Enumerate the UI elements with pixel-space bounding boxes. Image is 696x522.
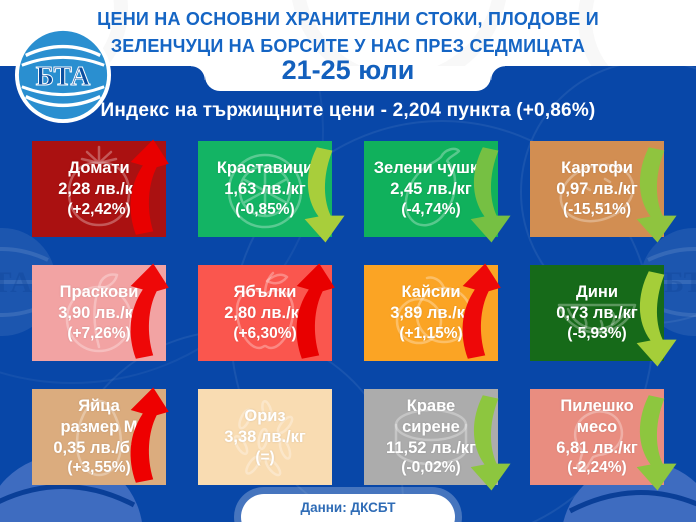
price-cards-grid: Домати 2,28 лв./кг (+2,42%) Краставици 1… [32, 139, 677, 491]
product-change: (=) [255, 449, 275, 467]
trend-arrow-icon [470, 395, 511, 491]
product-name: Картофи [561, 159, 633, 178]
date-tab [191, 66, 505, 91]
product-change: (-5,93%) [567, 325, 627, 343]
price-card: Ябълки 2,80 лв./кг (+6,30%) [198, 263, 335, 361]
trend-arrow-icon [462, 263, 501, 359]
svg-text:БТА: БТА [0, 266, 32, 299]
green-pepper-outline-icon [404, 147, 461, 227]
header [0, 0, 696, 66]
bta-globe-icon: БТА [14, 26, 112, 124]
data-source-text: Данни: ДКСБТ [300, 500, 396, 515]
product-name: Ябълки [233, 283, 297, 302]
tomato-outline-icon [67, 145, 131, 227]
product-name: Краве сирене [402, 397, 460, 436]
product-price: 2,45 лв./кг [390, 180, 472, 199]
trend-arrow-icon [470, 147, 511, 243]
price-card: Зелени чушки 2,45 лв./кг (-4,74%) [364, 141, 511, 243]
product-name: Пилешко месо [560, 397, 634, 436]
potato-outline-icon [559, 163, 635, 223]
trend-arrow-icon [636, 271, 677, 367]
product-change: (-2,24%) [567, 459, 627, 477]
product-change: (+2,42%) [67, 201, 131, 219]
product-price: 3,89 лв./кг [390, 304, 472, 323]
peach-outline-icon [65, 273, 133, 353]
product-price: 3,90 лв./кг [58, 304, 140, 323]
trend-arrow-icon [130, 263, 169, 359]
price-card: Яйца размер М 0,35 лв./бр. (+3,55%) [32, 387, 169, 485]
product-change: (+7,26%) [67, 325, 131, 343]
price-card: Кайсии 3,89 лв./кг (+1,15%) [364, 263, 501, 361]
product-price: 2,28 лв./кг [58, 180, 140, 199]
svg-text:БТА: БТА [664, 266, 696, 299]
watermelon-slice-outline-icon [557, 303, 637, 334]
trend-arrow-icon [636, 147, 677, 243]
product-price: 1,63 лв./кг [224, 180, 306, 199]
product-price: 0,97 лв./кг [556, 180, 638, 199]
trend-arrow-icon [304, 147, 345, 243]
data-source-pill: Данни: ДКСБТ [241, 494, 455, 522]
egg-outline-icon [75, 399, 123, 477]
price-card: Праскови 3,90 лв./кг (+7,26%) [32, 263, 169, 361]
product-price: 0,35 лв./бр. [53, 438, 145, 457]
bta-logo: БТА [14, 26, 112, 124]
product-price: 6,81 лв./кг [556, 438, 638, 457]
product-change: (+1,15%) [399, 325, 463, 343]
product-change: (+3,55%) [67, 459, 131, 477]
price-card: Краставици 1,63 лв./кг (-0,85%) [198, 141, 345, 243]
apple-outline-icon [235, 271, 295, 350]
trend-arrow-icon [636, 395, 677, 491]
trend-arrow-icon [130, 139, 169, 235]
product-name: Дини [575, 283, 618, 302]
product-change: (+6,30%) [233, 325, 297, 343]
product-name: Кайсии [401, 283, 461, 302]
cucumber-slice-outline-icon [227, 153, 303, 229]
page-title-line2: ЗЕЛЕНЧУЦИ НА БОРСИТЕ У НАС ПРЕЗ СЕДМИЦАТ… [110, 36, 586, 56]
cheese-wheel-outline-icon [394, 408, 468, 466]
price-card: Пилешко месо 6,81 лв./кг (-2,24%) [530, 389, 677, 491]
product-name: Домати [68, 159, 130, 178]
product-name: Яйца размер М [60, 397, 138, 436]
date-range: 21-25 юли [281, 55, 415, 85]
price-card: Дини 0,73 лв./кг (-5,93%) [530, 265, 677, 367]
page-title-line1: ЦЕНИ НА ОСНОВНИ ХРАНИТЕЛНИ СТОКИ, ПЛОДОВ… [97, 9, 599, 29]
price-card: Ориз 3,38 лв./кг (=) [198, 389, 332, 485]
trend-arrow-icon [296, 263, 335, 359]
product-name: Краставици [216, 159, 314, 178]
product-price: 2,80 лв./кг [224, 304, 306, 323]
product-name: Праскови [59, 283, 139, 302]
price-card: Домати 2,28 лв./кг (+2,42%) [32, 139, 169, 237]
chicken-meat-outline-icon [574, 410, 624, 473]
rice-grains-outline-icon [233, 400, 294, 477]
product-change: (-0,85%) [235, 201, 295, 219]
price-card: Краве сирене 11,52 лв./кг (-0,02%) [364, 389, 511, 491]
price-card: Картофи 0,97 лв./кг (-15,51%) [530, 141, 677, 243]
product-price: 11,52 лв./кг [386, 438, 476, 457]
product-name: Ориз [244, 407, 286, 426]
product-change: (-0,02%) [401, 459, 461, 477]
bta-logo-text: БТА [36, 61, 91, 91]
market-index-text: Индекс на тържищните цени - 2,204 пункта… [100, 100, 596, 121]
product-price: 3,38 лв./кг [224, 428, 306, 447]
product-price: 0,73 лв./кг [556, 304, 638, 323]
product-change: (-4,74%) [401, 201, 461, 219]
product-change: (-15,51%) [562, 201, 632, 219]
trend-arrow-icon [130, 387, 169, 483]
